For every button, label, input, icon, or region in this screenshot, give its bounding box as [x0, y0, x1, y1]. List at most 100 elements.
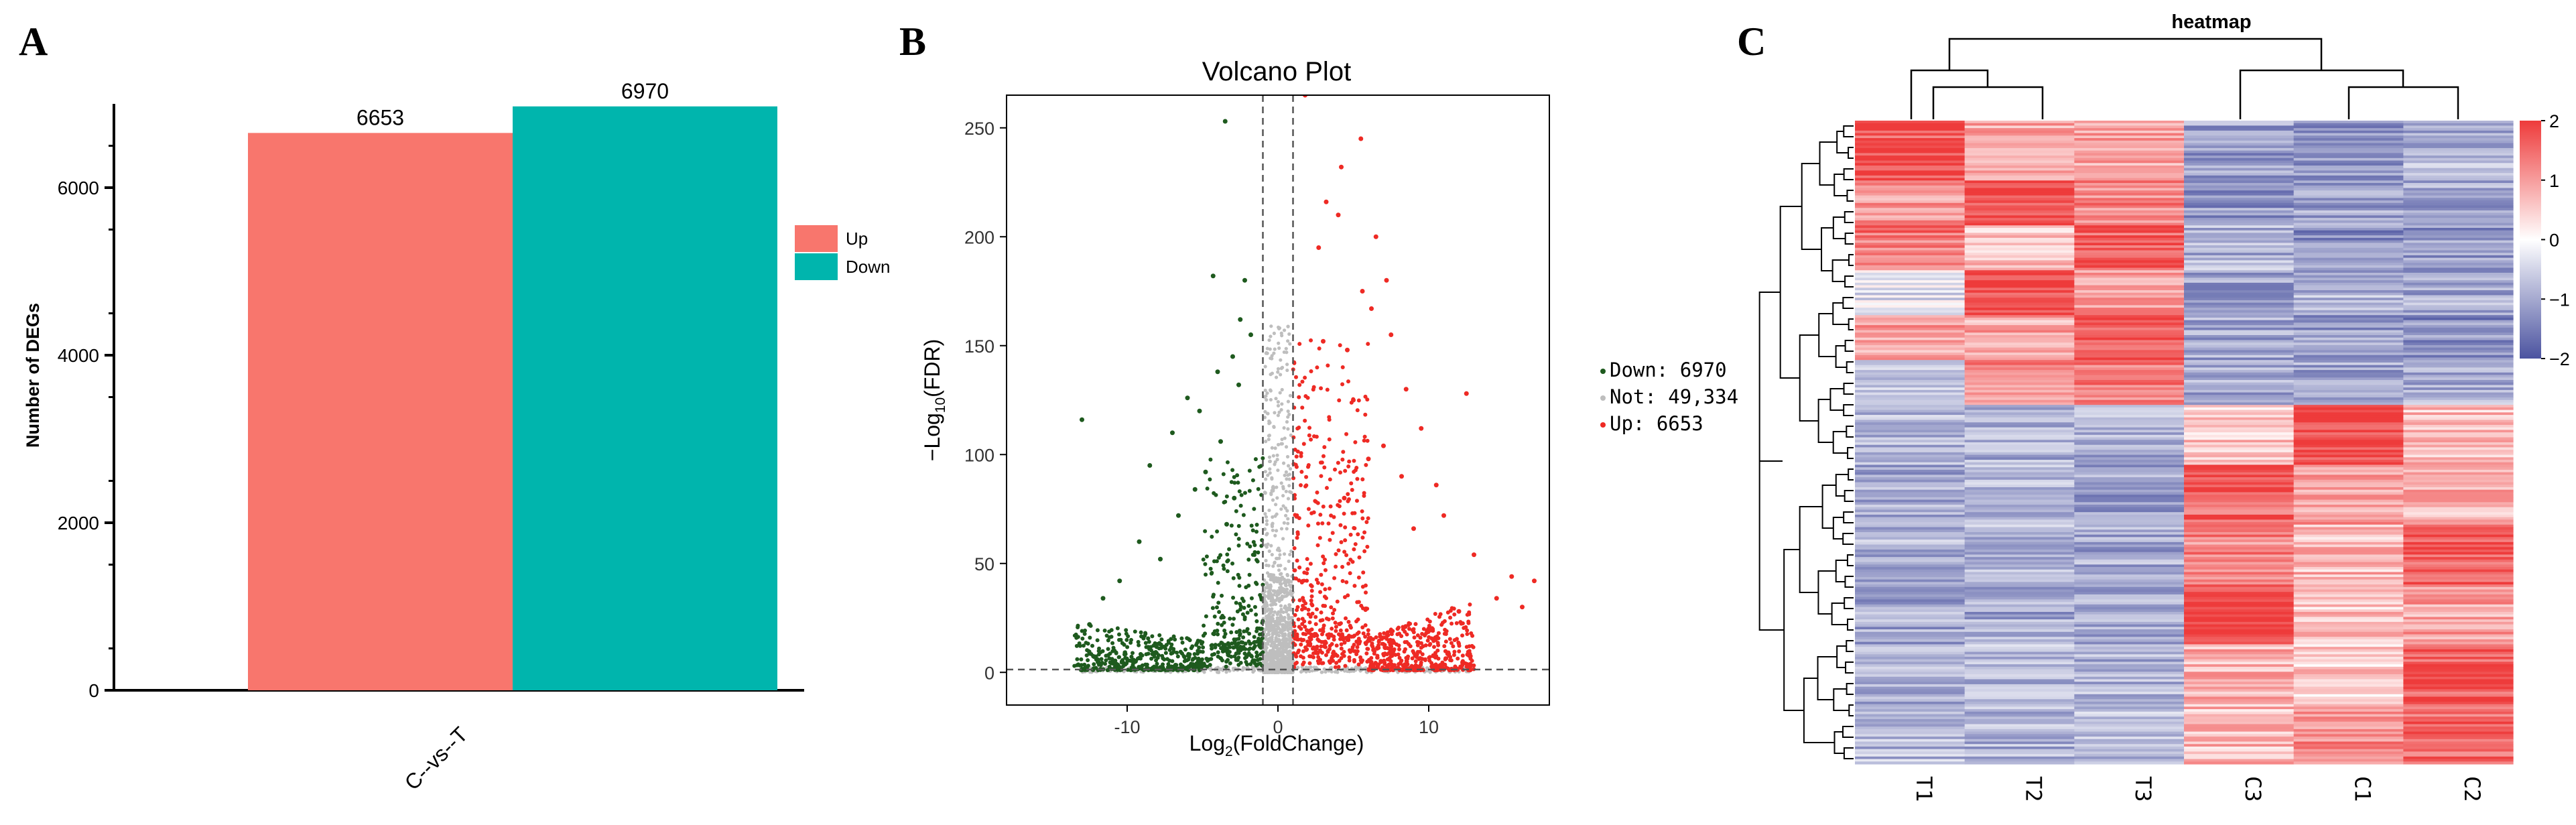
- row-dendro-branch: [1836, 131, 1849, 153]
- volcano-point-down: [1124, 637, 1129, 642]
- heatmap-cell: [1855, 180, 1966, 184]
- heatmap-cell: [2074, 145, 2185, 149]
- heatmap-cell: [2184, 405, 2295, 408]
- volcano-point-up: [1307, 433, 1311, 438]
- heatmap-cell: [1964, 679, 2075, 682]
- heatmap-cell: [1855, 155, 1966, 159]
- heatmap-cell: [2184, 699, 2295, 702]
- volcano-point-up: [1357, 555, 1362, 560]
- volcano-point-down: [1133, 659, 1138, 664]
- volcano-point-not: [1277, 616, 1281, 621]
- heatmap-cell: [1964, 507, 2075, 511]
- volcano-point-not: [1268, 471, 1272, 475]
- volcano-point-not: [1277, 341, 1281, 345]
- volcano-point-down-outlier: [1215, 369, 1220, 375]
- heatmap-cell: [2184, 728, 2295, 733]
- heatmap-cell: [1964, 300, 2075, 304]
- heatmap-cell: [2403, 350, 2514, 353]
- volcano-point-down: [1231, 576, 1236, 580]
- heatmap-cell: [2403, 305, 2514, 308]
- volcano-point-up: [1456, 656, 1460, 661]
- volcano-point-up: [1322, 594, 1327, 599]
- volcano-point-not: [1287, 643, 1291, 647]
- heatmap-cell: [1964, 267, 2075, 271]
- volcano-point-up: [1297, 383, 1302, 387]
- heatmap-cell: [2293, 444, 2404, 448]
- heatmap-cell: [1855, 327, 1966, 331]
- heatmap-cell: [2293, 751, 2404, 755]
- volcano-point-up: [1366, 632, 1370, 637]
- volcano-point-down: [1254, 619, 1259, 624]
- row-dendro-branch: [1844, 275, 1854, 288]
- volcano-point-up: [1295, 535, 1299, 540]
- volcano-point-up: [1321, 554, 1326, 559]
- volcano-point-up: [1361, 631, 1366, 636]
- heatmap-cell: [2074, 190, 2185, 194]
- heatmap-cell: [1855, 424, 1966, 428]
- volcano-point-up: [1338, 523, 1343, 527]
- heatmap-cell: [1964, 534, 2075, 537]
- volcano-point-down-outlier: [1236, 382, 1241, 387]
- row-dendro-branch: [1846, 640, 1854, 652]
- heatmap-cell: [2184, 424, 2295, 428]
- heatmap-cell: [2293, 192, 2404, 196]
- heatmap-cell: [1855, 128, 1966, 131]
- heatmap-cell: [1855, 385, 1966, 388]
- heatmap-cell: [1855, 308, 1966, 311]
- heatmap-cell: [2074, 624, 2185, 627]
- heatmap-cell: [1964, 292, 2075, 296]
- heatmap-cell: [2184, 609, 2295, 613]
- heatmap-cell: [1855, 696, 1966, 700]
- heatmap-cell: [1855, 514, 1966, 518]
- heatmap-cells: [1855, 121, 2514, 765]
- volcano-point-up: [1410, 628, 1415, 633]
- volcano-point-down: [1252, 658, 1257, 663]
- heatmap-cell: [2184, 409, 2295, 413]
- heatmap-cell: [2293, 505, 2404, 508]
- heatmap-cell: [1855, 267, 1966, 271]
- heatmap-cell: [2184, 719, 2295, 722]
- volcano-point-down: [1256, 487, 1261, 491]
- heatmap-cell: [1964, 716, 2075, 720]
- heatmap-cell: [2403, 322, 2514, 326]
- heatmap-cell: [2403, 247, 2514, 251]
- heatmap-cell: [1964, 654, 2075, 657]
- heatmap-cell: [2293, 485, 2404, 488]
- heatmap-cell: [2293, 415, 2404, 418]
- volcano-point-not: [1284, 583, 1288, 587]
- heatmap-cell: [1964, 397, 2075, 401]
- volcano-point-up: [1311, 645, 1316, 650]
- volcano-point-down: [1222, 635, 1226, 639]
- heatmap-cell: [2403, 714, 2514, 717]
- volcano-point-up: [1319, 661, 1324, 665]
- heatmap-cell: [2184, 714, 2295, 717]
- volcano-point-up: [1295, 532, 1300, 537]
- heatmap-cell: [2403, 243, 2514, 246]
- heatmap-cell: [1855, 672, 1966, 675]
- heatmap-cell: [2074, 290, 2185, 294]
- heatmap-cell: [1964, 607, 2075, 610]
- volcano-point-not: [1270, 354, 1274, 358]
- row-dendro-branch: [1821, 227, 1833, 271]
- heatmap-cell: [2184, 298, 2295, 301]
- volcano-point-not: [1278, 653, 1282, 657]
- heatmap-cell: [2403, 669, 2514, 672]
- heatmap-cell: [2184, 519, 2295, 523]
- heatmap-cell: [1964, 180, 2075, 184]
- volcano-point-up: [1305, 557, 1309, 562]
- bar-y-tick-label: 0: [88, 680, 99, 701]
- volcano-point-up: [1337, 658, 1342, 663]
- heatmap-cell: [1855, 509, 1966, 513]
- heatmap-cell: [1964, 739, 2075, 743]
- heatmap-cell: [1964, 183, 2075, 186]
- heatmap-cell: [1855, 310, 1966, 314]
- heatmap-cell: [2184, 505, 2295, 508]
- heatmap-cell: [2293, 367, 2404, 371]
- heatmap-cell: [2403, 739, 2514, 743]
- volcano-point-down: [1157, 646, 1161, 651]
- volcano-point-up: [1322, 465, 1327, 470]
- heatmap-cell: [2403, 250, 2514, 253]
- volcano-point-down: [1166, 639, 1171, 643]
- heatmap-cell: [1964, 140, 2075, 144]
- heatmap-cell: [1964, 734, 2075, 737]
